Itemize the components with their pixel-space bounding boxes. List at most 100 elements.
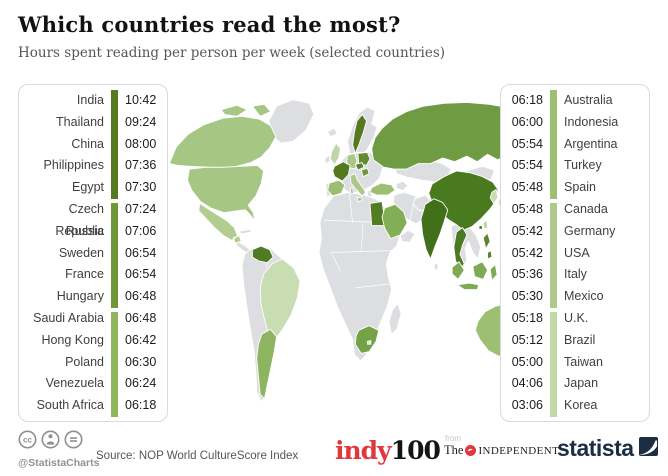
map-country-taiwan — [482, 219, 488, 230]
list-row: 05:00 Taiwan — [510, 351, 640, 374]
time-value: 06:48 — [125, 289, 157, 304]
list-row: 05:36 Italy — [510, 264, 640, 287]
independent-eagle-icon — [465, 445, 477, 456]
country-label: Korea — [564, 398, 598, 413]
time-value: 05:54 — [511, 158, 543, 173]
country-label: Mexico — [564, 289, 604, 304]
time-value: 06:48 — [125, 310, 157, 325]
map-greenland — [268, 99, 315, 144]
country-label: France — [65, 267, 104, 282]
rank-bar-segment — [550, 242, 557, 265]
ranking-rows-right: 06:18 Australia 06:00 Indonesia 05:54 Argenti… — [510, 90, 640, 417]
map-canada-arctic-islands — [220, 103, 271, 117]
map-sri-lanka — [433, 262, 439, 271]
rank-bar-segment — [550, 329, 557, 352]
rank-bar-segment — [550, 395, 557, 417]
country-label: Hungary — [56, 289, 104, 304]
map-yemen-oman — [399, 229, 416, 243]
country-label: Canada — [564, 201, 608, 216]
rank-bar-segment — [111, 395, 118, 417]
independent-from-label: from — [445, 434, 461, 443]
map-country-korea — [489, 189, 499, 204]
country-label: Poland — [65, 354, 104, 369]
list-row: South Africa 06:18 — [28, 395, 158, 417]
page-subtitle: Hours spent reading per person per week … — [18, 45, 446, 61]
statista-charts-handle: @StatistaCharts — [18, 457, 100, 469]
time-value: 05:30 — [511, 289, 543, 304]
map-country-venezuela — [251, 245, 274, 264]
rank-bar-segment — [111, 373, 118, 396]
country-label: Turkey — [564, 158, 602, 173]
time-value: 07:24 — [125, 201, 157, 216]
license-block: cc @StatistaCharts — [18, 430, 99, 469]
map-country-canada — [168, 115, 277, 169]
country-label: Argentina — [564, 136, 618, 151]
time-value: 05:12 — [511, 332, 543, 347]
map-country-thailand — [453, 227, 468, 270]
rank-bar-segment — [111, 351, 118, 374]
country-label: Japan — [564, 376, 599, 391]
country-label: Philippines — [43, 158, 104, 173]
list-row: 06:00 Indonesia — [510, 111, 640, 134]
time-value: 06:24 — [125, 376, 157, 391]
country-label: Czech Republic — [55, 201, 104, 238]
statista-mark-icon — [638, 436, 658, 461]
time-value: 05:36 — [511, 267, 543, 282]
rank-bar-segment — [111, 242, 118, 265]
country-label: Germany — [564, 223, 616, 238]
indy100-logo: indy100 — [335, 436, 441, 465]
time-value: 08:00 — [125, 136, 157, 151]
time-value: 07:06 — [125, 223, 157, 238]
time-value: 05:42 — [511, 223, 543, 238]
independent-the: The — [444, 443, 464, 457]
rank-bar-segment — [111, 329, 118, 352]
rank-bar-segment — [111, 307, 118, 330]
list-row: Saudi Arabia 06:48 — [28, 307, 158, 330]
country-label: South Africa — [36, 398, 104, 413]
rank-bar-segment — [111, 220, 118, 243]
country-label: China — [71, 136, 104, 151]
cc-license-icons: cc — [18, 430, 99, 454]
map-country-czech-republic — [354, 162, 365, 171]
ranking-panel-right: 06:18 Australia 06:00 Indonesia 05:54 Argenti… — [500, 84, 650, 422]
cc-attribution-icon — [41, 430, 60, 454]
rank-bar-segment — [550, 177, 557, 199]
time-value: 05:42 — [511, 245, 543, 260]
country-label: Thailand — [56, 114, 104, 129]
list-row: China 08:00 — [28, 133, 158, 156]
map-cuba — [238, 228, 252, 235]
map-country-sweden — [352, 113, 367, 154]
list-row: Thailand 09:24 — [28, 111, 158, 134]
time-value: 05:54 — [511, 136, 543, 151]
time-value: 07:36 — [125, 158, 157, 173]
footer: cc @StatistaCharts Source: NOP World Cul… — [0, 428, 668, 476]
ranking-panel-left: India 10:42 Thailand 09:24 China 08:00 Philipp… — [18, 84, 168, 422]
rank-bar-segment — [111, 286, 118, 308]
map-country-india — [420, 198, 449, 260]
map-country-south-africa — [354, 325, 380, 354]
rank-bar-segment — [550, 264, 557, 287]
rank-bar-segment — [550, 351, 557, 374]
map-country-france — [332, 161, 351, 182]
time-value: 06:54 — [125, 267, 157, 282]
list-row: India 10:42 — [28, 90, 158, 112]
rank-bar-segment — [550, 90, 557, 112]
list-row: Egypt 07:30 — [28, 177, 158, 199]
rank-bar-segment — [111, 111, 118, 134]
country-label: India — [76, 93, 104, 107]
country-label: Italy — [564, 267, 587, 282]
list-row: 05:48 Canada — [510, 198, 640, 221]
rank-bar-segment — [550, 286, 557, 308]
time-value: 06:42 — [125, 332, 157, 347]
map-country-poland — [357, 151, 371, 166]
world-choropleth-map — [140, 95, 555, 410]
map-country-brazil — [259, 258, 301, 341]
list-row: Venezuela 06:24 — [28, 373, 158, 396]
rank-bar-segment — [111, 90, 118, 112]
list-row: 05:12 Brazil — [510, 329, 640, 352]
country-label: Indonesia — [564, 114, 619, 129]
cc-nd-icon — [64, 430, 83, 454]
time-value: 06:54 — [125, 245, 157, 260]
rank-bar-segment — [550, 198, 557, 221]
list-row: Sweden 06:54 — [28, 242, 158, 265]
